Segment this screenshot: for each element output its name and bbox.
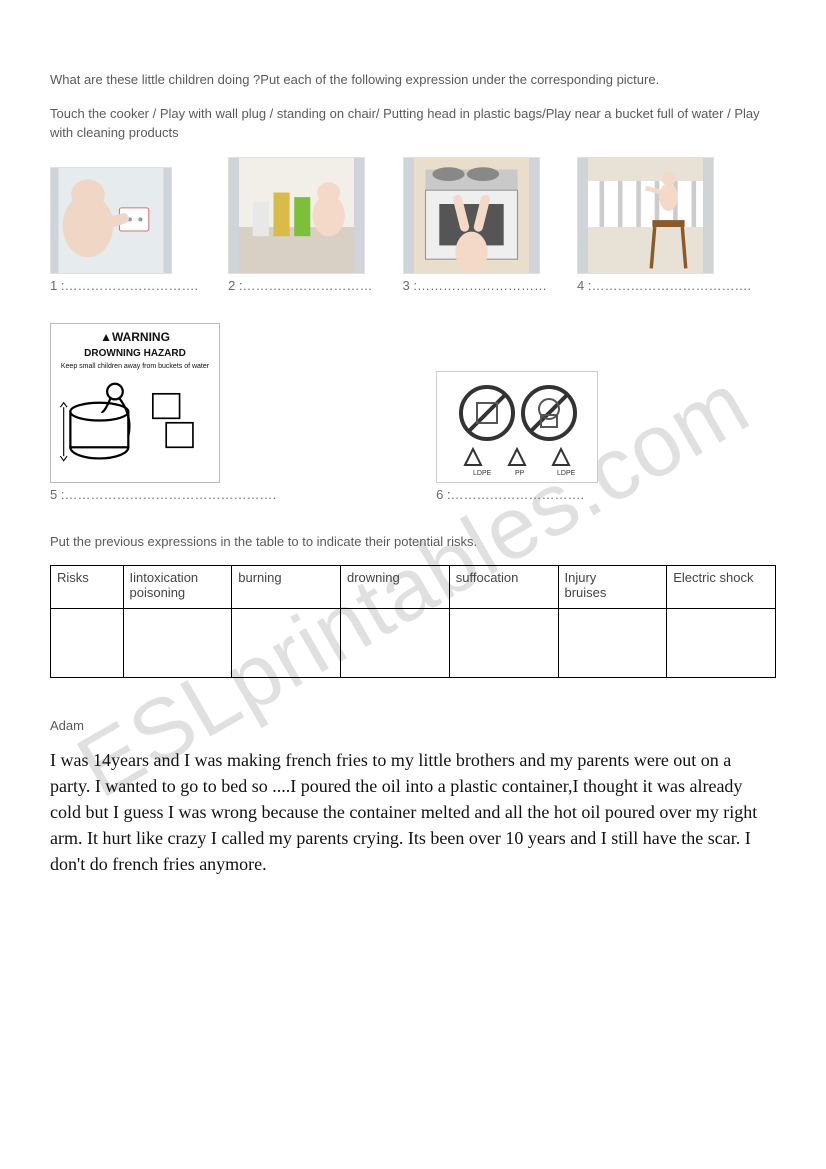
svg-text:LDPE: LDPE [557, 470, 576, 477]
instruction-2: Touch the cooker / Play with wall plug /… [50, 104, 776, 143]
th-drowning: drowning [341, 566, 450, 609]
th-injury: Injury bruises [558, 566, 667, 609]
th-electric: Electric shock [667, 566, 776, 609]
warning-sub: DROWNING HAZARD [84, 348, 186, 359]
caption-3: 3 :………………………… [403, 274, 547, 293]
svg-text:PP: PP [515, 470, 525, 477]
svg-text:LDPE: LDPE [473, 470, 492, 477]
image-drowning-warning: ▲WARNING DROWNING HAZARD Keep small chil… [50, 323, 220, 483]
image-standing-chair [577, 157, 714, 274]
warning-detail: Keep small children away from buckets of… [61, 363, 209, 370]
cell-drowning [341, 609, 450, 678]
table-header-row: Risks Iintoxication poisoning burning dr… [51, 566, 776, 609]
table-body-row [51, 609, 776, 678]
th-suffocation: suffocation [449, 566, 558, 609]
caption-2: 2 :………………………… [228, 274, 372, 293]
cell-suffocation [449, 609, 558, 678]
cell-electric [667, 609, 776, 678]
picture-1: 1 :…………………………. [50, 167, 198, 293]
worksheet-page: What are these little children doing ?Pu… [0, 0, 826, 877]
adam-story: I was 14years and I was making french fr… [50, 747, 776, 877]
caption-4: 4 :………………………………. [577, 274, 751, 293]
picture-3: 3 :………………………… [403, 157, 547, 293]
th-risks: Risks [51, 566, 124, 609]
picture-5: ▲WARNING DROWNING HAZARD Keep small chil… [50, 323, 276, 502]
cell-risks [51, 609, 124, 678]
cell-injury [558, 609, 667, 678]
caption-6: 6 :…………………………. [436, 483, 584, 502]
risks-table: Risks Iintoxication poisoning burning dr… [50, 565, 776, 678]
table-intro: Put the previous expressions in the tabl… [50, 532, 776, 552]
picture-row-2: ▲WARNING DROWNING HAZARD Keep small chil… [50, 323, 776, 502]
adam-label: Adam [50, 718, 776, 733]
caption-1: 1 :…………………………. [50, 274, 198, 293]
image-cooker [403, 157, 540, 274]
th-burning: burning [232, 566, 341, 609]
image-plastic-bag-icons: LDPE PP LDPE [436, 371, 598, 483]
picture-row-1: 1 :…………………………. 2 :………………………… [50, 157, 776, 293]
picture-4: 4 :………………………………. [577, 157, 751, 293]
th-intoxication: Iintoxication poisoning [123, 566, 232, 609]
caption-5: 5 :…………………………………………. [50, 483, 276, 502]
picture-2: 2 :………………………… [228, 157, 372, 293]
cell-burning [232, 609, 341, 678]
warning-header: ▲WARNING [100, 330, 170, 344]
image-wall-plug [50, 167, 172, 274]
instruction-1: What are these little children doing ?Pu… [50, 70, 776, 90]
image-cleaning-products [228, 157, 365, 274]
cell-intoxication [123, 609, 232, 678]
picture-6: LDPE PP LDPE 6 :…………………………. [436, 371, 598, 502]
